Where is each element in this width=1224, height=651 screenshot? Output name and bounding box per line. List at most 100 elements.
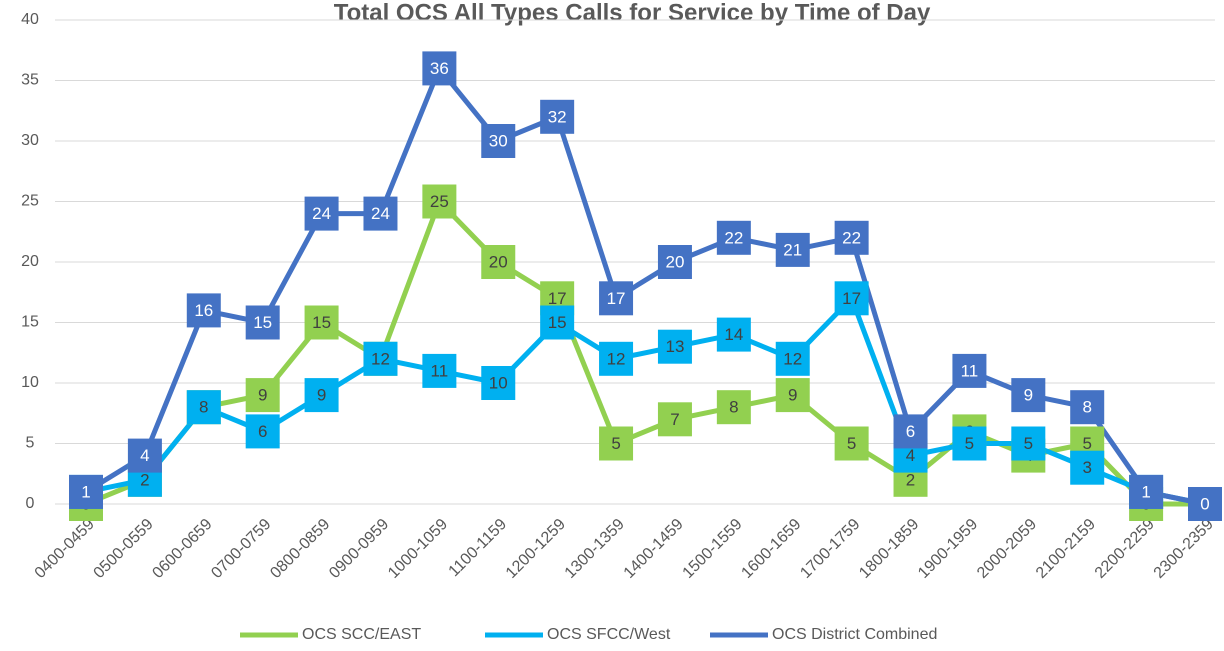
data-label: 30 [489, 131, 508, 150]
data-label: 20 [665, 252, 684, 271]
y-tick-label: 35 [21, 72, 39, 89]
data-label-box [1129, 474, 1164, 509]
data-label: 5 [1082, 434, 1091, 453]
data-label: 8 [199, 398, 208, 417]
data-label: 11 [961, 361, 979, 380]
data-label: 5 [1024, 434, 1033, 453]
data-label-box [481, 124, 516, 158]
data-label: 17 [607, 289, 626, 308]
data-label: 15 [253, 313, 272, 332]
data-label: 9 [1024, 386, 1033, 405]
data-label: 6 [258, 422, 267, 441]
data-label-box [422, 51, 457, 86]
data-label-box [1011, 426, 1046, 461]
data-label-box [1188, 487, 1222, 521]
x-tick-label: 2100-2159 [1033, 516, 1099, 582]
x-tick-label: 1000-1059 [385, 516, 451, 582]
data-label-box [422, 353, 457, 388]
data-label: 22 [842, 228, 861, 247]
data-label-box [245, 305, 280, 340]
y-tick-label: 20 [21, 253, 39, 270]
x-tick-label: 0400-0459 [32, 516, 98, 582]
x-tick-label: 0800-0859 [267, 516, 333, 582]
data-label-box [69, 474, 103, 509]
data-label-box [1070, 390, 1105, 425]
data-label: 4 [140, 446, 149, 465]
data-label-box [363, 341, 398, 376]
x-tick-label: 1400-1459 [621, 516, 687, 582]
data-label: 2 [140, 470, 149, 489]
data-label: 5 [965, 434, 974, 453]
x-tick-label: 0900-0959 [326, 516, 392, 582]
data-label-box [834, 281, 869, 316]
x-tick-label: 1800-1859 [856, 516, 922, 582]
data-label-box [127, 438, 162, 473]
y-tick-label: 25 [21, 193, 39, 210]
y-tick-label: 5 [26, 435, 35, 452]
x-tick-label: 2300-2359 [1151, 516, 1217, 582]
data-label-box [422, 184, 457, 219]
data-label: 10 [489, 373, 508, 392]
data-label: 8 [729, 398, 738, 417]
data-label: 12 [607, 349, 626, 368]
data-label: 0 [1200, 494, 1209, 513]
x-tick-label: 1500-1559 [680, 516, 746, 582]
data-label-box [952, 353, 987, 388]
data-label-box [540, 99, 575, 134]
data-label-box [304, 378, 339, 413]
data-label: 9 [258, 386, 267, 405]
y-tick-label: 30 [21, 132, 39, 149]
data-label: 3 [1082, 458, 1091, 477]
data-label-box [481, 366, 516, 400]
data-label: 16 [194, 301, 213, 320]
data-label-box [363, 196, 398, 231]
data-label-box [775, 341, 810, 376]
data-label-box [834, 220, 869, 255]
data-label-box [599, 281, 634, 316]
chart-title: Total OCS All Types Calls for Service by… [334, 0, 931, 26]
data-label-box [657, 245, 692, 279]
data-label: 21 [783, 240, 802, 259]
data-label: 11 [431, 361, 449, 380]
x-tick-label: 1700-1759 [797, 516, 863, 582]
data-label: 20 [489, 252, 508, 271]
data-label: 8 [1082, 398, 1091, 417]
data-label-box [952, 426, 987, 461]
y-tick-label: 10 [21, 374, 39, 391]
data-label: 25 [430, 192, 449, 211]
data-label-box [304, 196, 339, 231]
data-label-box [716, 220, 751, 255]
data-label: 14 [724, 325, 743, 344]
data-label: 15 [548, 313, 567, 332]
data-label-box [834, 426, 869, 461]
data-label: 12 [371, 349, 390, 368]
y-tick-label: 0 [26, 495, 35, 512]
data-label: 12 [783, 349, 802, 368]
data-label-box [893, 414, 928, 449]
data-label: 15 [312, 313, 331, 332]
x-tick-label: 1200-1259 [503, 516, 569, 582]
data-label-box [657, 402, 692, 437]
x-tick-label: 1300-1359 [562, 516, 628, 582]
legend-label: OCS SCC/EAST [302, 626, 421, 643]
data-label-box [775, 232, 810, 267]
data-label-box [540, 305, 575, 340]
data-label-box [186, 293, 221, 328]
x-tick-label: 2200-2259 [1092, 516, 1158, 582]
data-label-box [716, 390, 751, 425]
x-tick-label: 1900-1959 [915, 516, 981, 582]
data-label: 36 [430, 59, 449, 78]
data-label-box [481, 245, 516, 279]
data-label: 6 [906, 422, 915, 441]
data-label: 9 [317, 386, 326, 405]
data-label: 5 [847, 434, 856, 453]
x-tick-label: 0600-0659 [149, 516, 215, 582]
x-tick-label: 0500-0559 [91, 516, 157, 582]
data-label-box [245, 414, 280, 449]
data-label-box [775, 378, 810, 413]
data-label: 9 [788, 386, 797, 405]
data-label: 1 [81, 482, 90, 501]
data-label-box [599, 341, 634, 376]
data-label: 22 [724, 228, 743, 247]
